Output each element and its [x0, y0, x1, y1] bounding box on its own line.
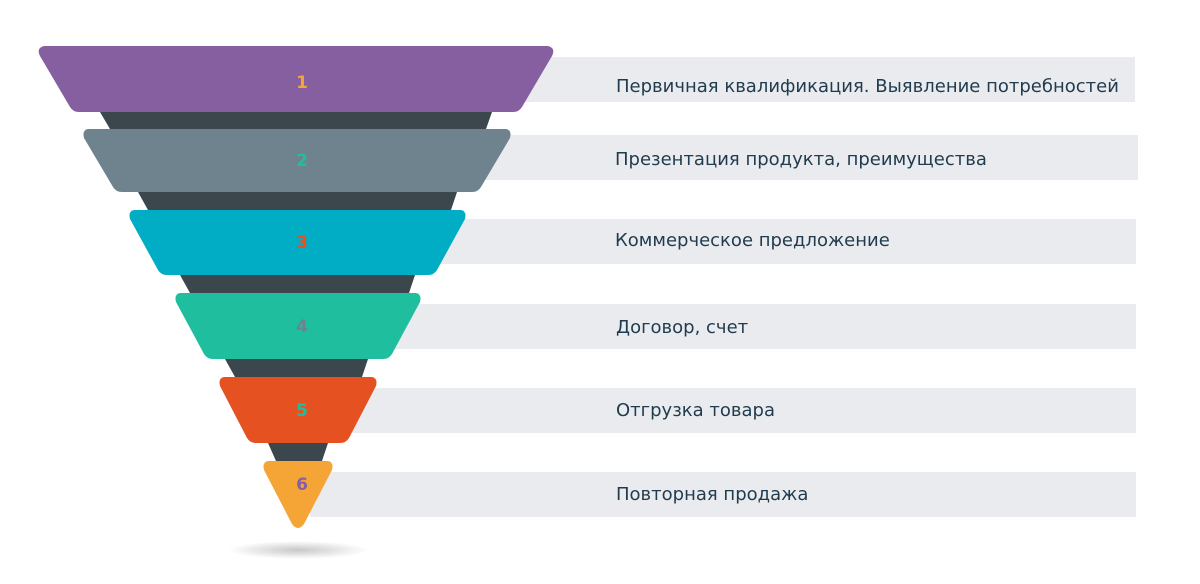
funnel-stage-1 — [38, 46, 554, 112]
stage-label-2: Презентация продукта, преимущества — [615, 149, 987, 170]
stage-number-5: 5 — [296, 401, 308, 421]
label-band-6 — [310, 472, 1136, 517]
label-band-4 — [390, 304, 1136, 349]
stage-number-3: 3 — [296, 233, 308, 253]
stage-number-6: 6 — [296, 475, 308, 495]
connector-3 — [180, 275, 415, 293]
label-band-5 — [350, 388, 1136, 433]
funnel-connectors — [100, 112, 492, 461]
funnel-stage-6 — [263, 461, 333, 528]
label-band-1 — [505, 57, 1135, 102]
connector-4 — [225, 359, 368, 377]
stage-number-1: 1 — [296, 73, 308, 93]
funnel-shadow — [228, 541, 368, 559]
stage-number-4: 4 — [296, 317, 308, 337]
stage-label-1: Первичная квалификация. Выявление потреб… — [616, 76, 1119, 97]
stage-number-2: 2 — [296, 151, 308, 171]
stage-label-3: Коммерческое предложение — [615, 230, 890, 251]
stage-numbers: 1 2 3 4 5 6 — [296, 73, 308, 495]
funnel-stages — [38, 46, 554, 528]
connector-5 — [268, 443, 328, 461]
funnel-stage-3 — [129, 210, 466, 275]
connector-2 — [138, 192, 457, 210]
funnel-stage-2 — [83, 129, 511, 192]
stage-label-4: Договор, счет — [616, 317, 748, 338]
label-band-2 — [470, 135, 1138, 180]
label-bands — [310, 57, 1138, 517]
label-band-3 — [430, 219, 1136, 264]
stage-labels: Первичная квалификация. Выявление потреб… — [615, 76, 1119, 505]
funnel-stage-4 — [175, 293, 421, 359]
funnel-stage-5 — [219, 377, 377, 443]
connector-1 — [100, 112, 492, 129]
stage-label-6: Повторная продажа — [616, 484, 808, 505]
stage-label-5: Отгрузка товара — [616, 400, 775, 421]
